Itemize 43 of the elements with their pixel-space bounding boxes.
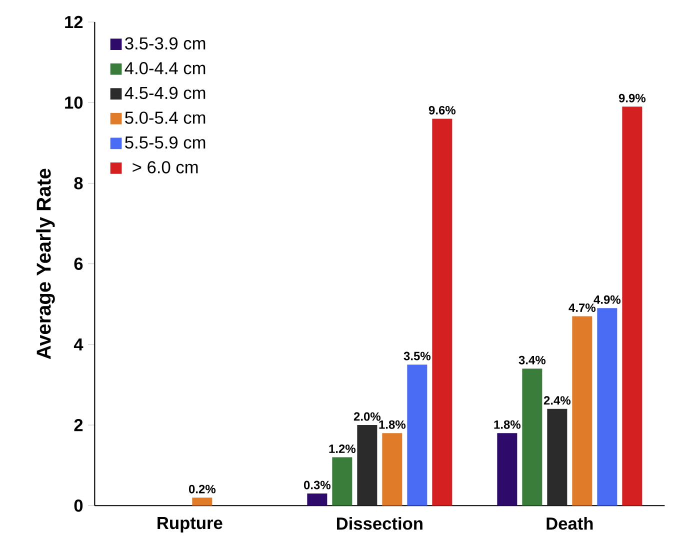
bar [572,316,592,506]
bar [192,498,212,506]
data-label: 9.6% [428,106,456,114]
y-tick-label: 12 [65,16,83,28]
y-tick-label: 4 [74,338,84,350]
legend-label: > 6.0 cm [132,161,198,174]
bar [307,494,328,506]
bar [522,368,542,506]
data-label: 2.0% [354,412,381,421]
legend-label: 5.5-5.9 cm [125,136,206,149]
y-axis-title: Average Yearly Rate [36,168,55,360]
data-label: 4.7% [568,304,596,312]
data-label: 0.2% [188,484,216,494]
legend-label: 5.0-5.4 cm [125,112,206,124]
data-label: 3.5% [404,352,431,360]
y-tick-label: 2 [74,418,83,432]
y-tick-label: 8 [74,177,83,190]
legend-label: 4.5-4.9 cm [124,86,206,100]
bar [332,457,352,506]
x-tick-label: Rupture [158,517,222,533]
legend-label: 3.5-3.9 cm [125,37,206,50]
bar [407,364,428,506]
data-label: 0.3% [304,480,331,490]
data-label: 9.9% [618,94,646,102]
bar [497,433,518,506]
x-tick-label: Dissection [336,517,422,530]
bar [357,425,378,506]
x-tick-label: Death [546,517,593,530]
y-tick-label: 6 [74,258,83,270]
legend-label: 4.0-4.4 cm [124,62,206,74]
data-label: 3.4% [518,356,546,364]
bar [597,308,618,506]
bar [622,106,642,506]
bar [382,433,402,506]
y-tick-label: 10 [65,96,83,109]
y-tick-label: 0 [74,500,83,512]
data-label: 1.8% [494,420,521,429]
bar [432,118,452,506]
data-label: 1.2% [329,444,356,454]
data-label: 1.8% [379,420,406,429]
data-label: 2.4% [544,396,571,405]
data-label: 4.9% [594,295,621,304]
bar [547,408,568,506]
